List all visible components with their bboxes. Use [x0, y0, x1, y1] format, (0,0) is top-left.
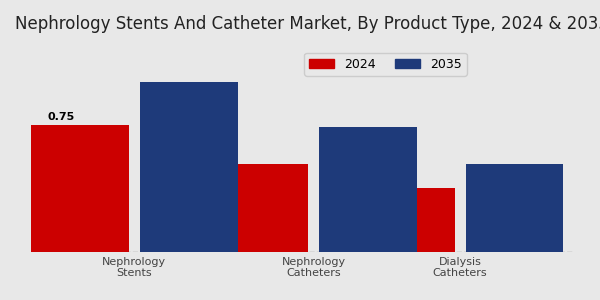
Bar: [319, 127, 417, 252]
Bar: [357, 188, 455, 252]
Bar: [466, 164, 563, 252]
Bar: [140, 82, 238, 252]
Bar: [211, 164, 308, 252]
Text: 0.75: 0.75: [47, 112, 75, 122]
Text: Nephrology Stents And Catheter Market, By Product Type, 2024 & 2035: Nephrology Stents And Catheter Market, B…: [15, 15, 600, 33]
Legend: 2024, 2035: 2024, 2035: [304, 53, 467, 76]
Bar: [31, 125, 129, 252]
